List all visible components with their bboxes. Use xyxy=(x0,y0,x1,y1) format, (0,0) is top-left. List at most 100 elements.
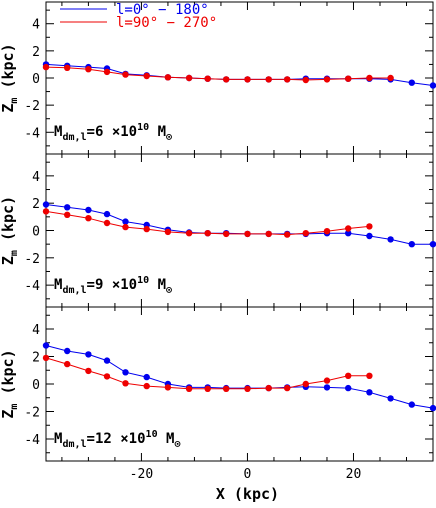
y-label-unit: (kpc) xyxy=(0,196,17,250)
y-label-sub: m xyxy=(9,404,20,410)
data-point xyxy=(143,373,150,381)
data-point xyxy=(122,380,129,387)
y-tick-label: 4 xyxy=(32,323,40,338)
data-point xyxy=(284,384,291,392)
series-line-2 xyxy=(45,66,391,81)
data-point xyxy=(63,347,71,355)
data-point xyxy=(185,74,193,82)
y-tick-label: 4 xyxy=(32,18,40,33)
data-point xyxy=(164,74,172,81)
data-point xyxy=(345,384,352,392)
series-line-1 xyxy=(45,204,433,245)
data-point xyxy=(366,372,373,379)
data-point xyxy=(265,76,272,83)
data-point xyxy=(85,351,92,358)
x-tick-label: 20 xyxy=(346,467,362,482)
data-point xyxy=(85,206,92,214)
data-point xyxy=(185,385,193,392)
data-point xyxy=(42,63,50,71)
data-point xyxy=(223,385,230,392)
y-tick-label: 0 xyxy=(32,72,40,87)
mass-base: M xyxy=(54,431,62,447)
legend-label-2: l=90° − 270° xyxy=(116,15,217,31)
y-axis-label: Zm (kpc) xyxy=(0,196,20,265)
data-point xyxy=(204,385,211,392)
data-point xyxy=(345,225,352,232)
mass-unit-subscript: ⊙ xyxy=(166,132,172,143)
data-point xyxy=(302,380,309,388)
data-point xyxy=(244,76,251,83)
mass-annotation: Mdm,l=12 ×1010 M⊙ xyxy=(54,429,180,450)
data-point xyxy=(429,241,436,248)
y-label-sub: m xyxy=(9,98,20,104)
data-point xyxy=(42,354,50,362)
x-axis-label: X (kpc) xyxy=(216,485,279,503)
data-point xyxy=(302,230,309,237)
data-point xyxy=(345,75,352,82)
series-line-2 xyxy=(45,357,370,390)
mass-exponent: 10 xyxy=(137,122,149,133)
y-axis-label: Zm (kpc) xyxy=(0,43,20,112)
mass-coefficient: =6 ×10 xyxy=(87,124,138,140)
mass-coefficient: =12 ×10 xyxy=(87,431,146,447)
y-label-base: Z xyxy=(0,104,17,113)
data-point xyxy=(42,342,50,349)
y-label-base: Z xyxy=(0,256,17,265)
data-point xyxy=(323,228,331,235)
mass-base: M xyxy=(54,124,62,140)
data-point xyxy=(323,377,331,384)
y-tick-label: 2 xyxy=(32,45,40,60)
mass-base: M xyxy=(54,277,62,293)
mass-unit-subscript: ⊙ xyxy=(166,285,172,296)
data-point xyxy=(345,372,352,379)
data-point xyxy=(85,66,92,73)
mass-exponent: 10 xyxy=(146,429,158,440)
data-point xyxy=(244,385,251,392)
y-tick-label: 2 xyxy=(32,351,40,366)
mass-subscript: dm,l xyxy=(62,132,86,143)
y-tick-label: 2 xyxy=(32,197,40,212)
series-line-1 xyxy=(45,345,434,409)
x-tick-label: -20 xyxy=(130,467,153,482)
data-point xyxy=(366,223,373,230)
y-label-sub: m xyxy=(9,250,20,256)
data-point xyxy=(42,208,50,215)
mass-unit: M xyxy=(149,277,166,293)
mass-subscript: dm,l xyxy=(62,439,86,450)
data-point xyxy=(63,64,71,72)
data-point xyxy=(103,357,111,364)
data-point xyxy=(143,72,150,80)
data-point xyxy=(164,228,172,236)
data-point xyxy=(284,231,291,238)
x-tick-label: 0 xyxy=(244,467,252,482)
data-point xyxy=(408,79,415,86)
y-tick-label: -4 xyxy=(24,126,40,141)
y-tick-label: -2 xyxy=(24,252,40,267)
y-axis-label: Zm (kpc) xyxy=(0,349,20,418)
data-point xyxy=(103,373,111,380)
data-point xyxy=(387,395,394,402)
data-point xyxy=(122,218,129,225)
data-point xyxy=(265,230,272,238)
data-point xyxy=(429,404,436,412)
data-point xyxy=(429,82,436,89)
data-point xyxy=(122,223,129,231)
data-point xyxy=(42,201,50,208)
data-point xyxy=(323,76,331,83)
data-point xyxy=(103,219,111,227)
mass-unit-subscript: ⊙ xyxy=(174,439,180,450)
y-tick-label: 0 xyxy=(32,378,40,393)
data-point xyxy=(302,76,309,84)
data-point xyxy=(387,236,394,243)
data-point xyxy=(185,230,193,237)
mass-annotation: Mdm,l=6 ×1010 M⊙ xyxy=(54,122,172,143)
data-point xyxy=(408,401,415,408)
data-point xyxy=(366,232,373,240)
mass-coefficient: =9 ×10 xyxy=(87,277,138,293)
mass-subscript: dm,l xyxy=(62,285,86,296)
data-point xyxy=(223,76,230,83)
